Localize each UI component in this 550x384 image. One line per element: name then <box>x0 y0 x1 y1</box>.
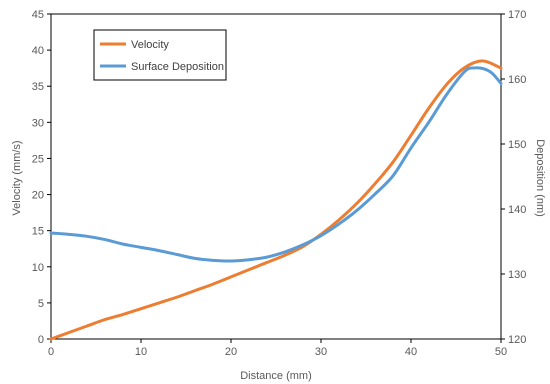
y-right-tick-label: 150 <box>508 139 526 151</box>
y-right-tick-label: 160 <box>508 74 526 86</box>
y-left-tick-label: 25 <box>32 153 44 165</box>
x-tick-label: 40 <box>405 346 417 358</box>
x-tick-label: 0 <box>48 346 54 358</box>
y-axis-right-title: Deposition (nm) <box>534 139 546 217</box>
y-right-tick-label: 120 <box>508 334 526 346</box>
legend: Velocity Surface Deposition <box>93 29 227 81</box>
axes-layer: 0 10 20 30 40 50 0 5 10 15 20 25 30 35 40 45 120 130 140 15… <box>32 9 527 358</box>
x-tick-label: 20 <box>225 346 237 358</box>
x-tick-label: 50 <box>495 346 507 358</box>
y-left-tick-label: 5 <box>38 298 44 310</box>
y-left-tick-label: 45 <box>32 9 44 21</box>
y-right-tick-label: 140 <box>508 204 526 216</box>
y-right-tick-label: 130 <box>508 269 526 281</box>
legend-label-velocity: Velocity <box>131 39 169 51</box>
y-left-tick-label: 0 <box>38 334 44 346</box>
y-axis-left-title: Velocity (mm/s) <box>11 140 23 215</box>
legend-box <box>93 29 227 81</box>
y-right-tick-label: 170 <box>508 9 526 21</box>
plot-area-border <box>50 13 502 340</box>
y-left-tick-label: 10 <box>32 262 44 274</box>
x-tick-label: 30 <box>315 346 327 358</box>
y-left-tick-label: 35 <box>32 81 44 93</box>
y-left-tick-label: 30 <box>32 117 44 129</box>
x-tick-label: 10 <box>135 346 147 358</box>
series-layer <box>49 59 503 341</box>
x-axis-title: Distance (mm) <box>240 370 312 382</box>
series-line-velocity <box>49 59 503 341</box>
series-line-surface-deposition <box>49 66 503 263</box>
y-left-tick-label: 15 <box>32 226 44 238</box>
legend-label-surface-deposition: Surface Deposition <box>131 61 224 73</box>
y-left-tick-label: 20 <box>32 190 44 202</box>
y-left-tick-label: 40 <box>32 45 44 57</box>
